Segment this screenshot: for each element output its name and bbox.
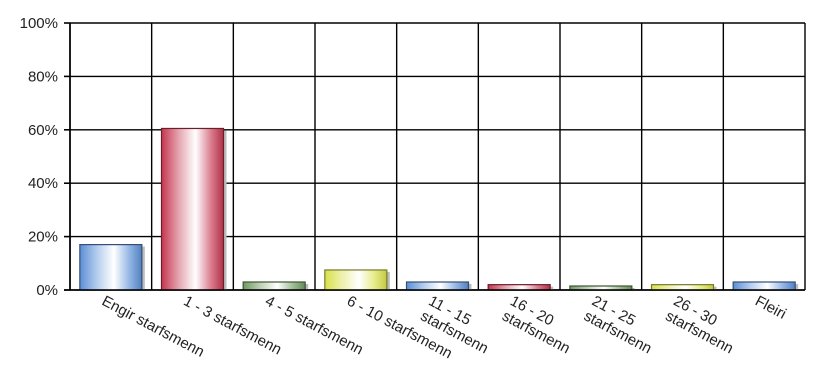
bar-rect-8 (732, 281, 796, 291)
bar-rect-1 (160, 127, 225, 291)
bar-4 (405, 281, 472, 291)
bar-rect-0 (79, 244, 143, 291)
bar-rect-7 (650, 284, 715, 291)
y-tick-label-5: 100% (20, 15, 58, 32)
y-tick-label-0: 0% (36, 282, 58, 299)
bar-rect-2 (242, 281, 306, 291)
x-tick-label-5: 16 - 20starfsmenn (499, 293, 580, 358)
bar-3 (324, 269, 390, 291)
bar-rect-3 (324, 269, 388, 291)
y-tick-label-4: 80% (28, 68, 58, 85)
y-tick-label-1: 20% (28, 229, 58, 246)
axis-layer (64, 22, 805, 291)
bar-7 (650, 284, 717, 291)
x-tick-label-7: 26 - 30starfsmenn (663, 293, 744, 358)
y-tick-label-3: 60% (28, 122, 58, 139)
x-tick-label-6: 21 - 25starfsmenn (581, 293, 662, 358)
bar-rect-4 (405, 281, 470, 291)
bars-layer (79, 127, 799, 291)
bar-rect-5 (487, 284, 551, 291)
y-axis-ticks: 0% 20% 40% 60% 80% 100% (20, 15, 58, 299)
bar-8 (732, 281, 799, 291)
y-tick-label-2: 40% (28, 175, 58, 192)
bar-5 (487, 284, 554, 291)
bar-2 (242, 281, 309, 291)
bar-1 (160, 127, 227, 291)
x-tick-label-8: Fleiri (752, 293, 789, 323)
bar-0 (79, 244, 145, 291)
